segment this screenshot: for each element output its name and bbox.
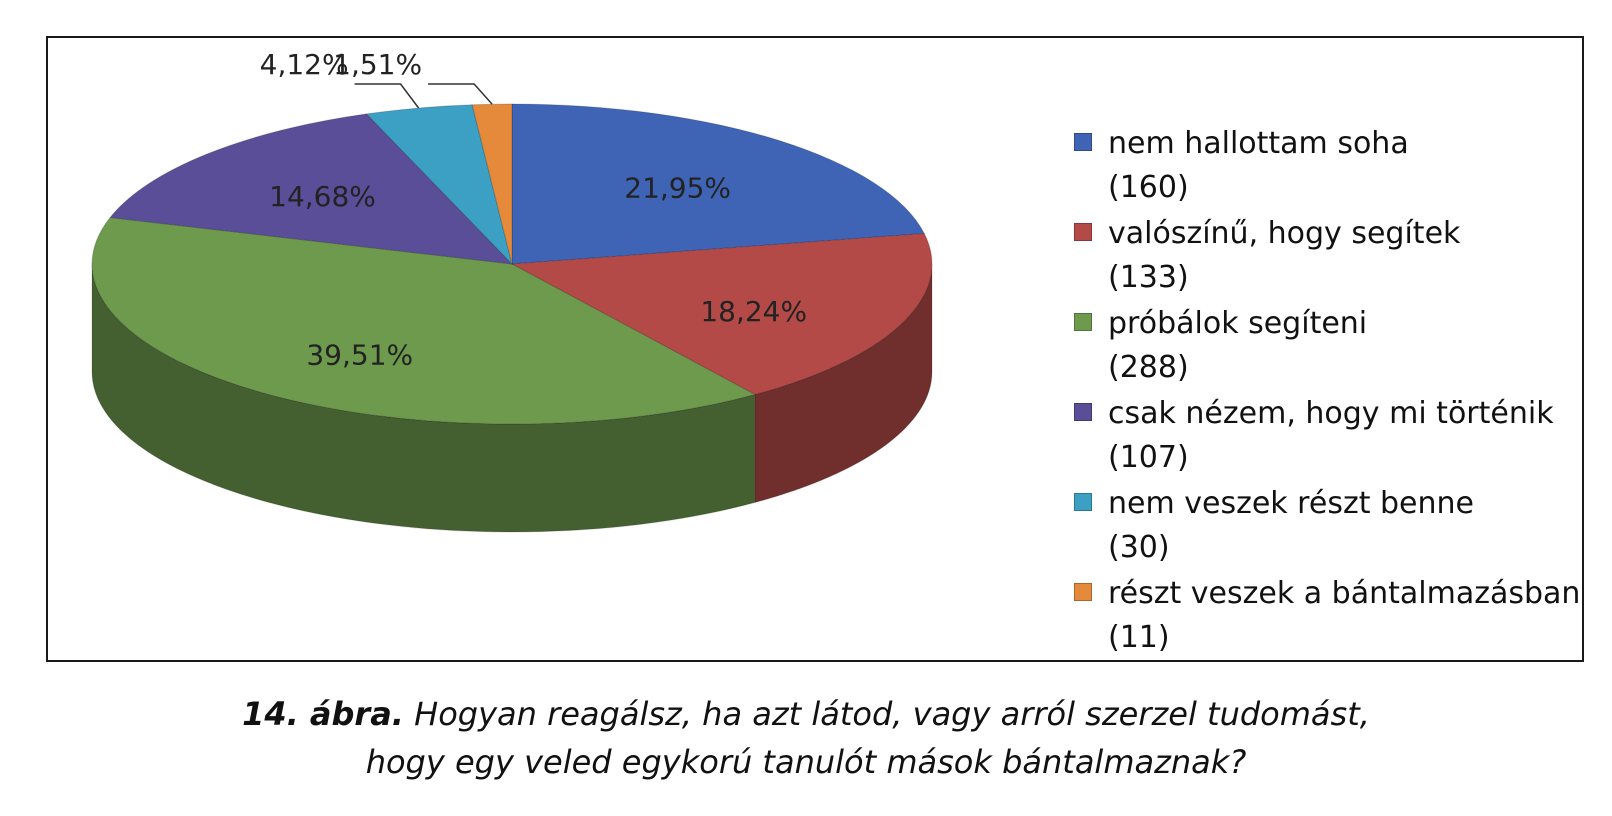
legend-label: nem veszek részt benne — [1108, 486, 1474, 521]
caption-line-2: hogy egy veled egykorú tanulót mások bán… — [365, 743, 1247, 781]
legend-item: nem veszek részt benne (30) — [1074, 482, 1612, 570]
legend-item: nem hallottam soha (160) — [1074, 122, 1612, 210]
legend-swatch — [1074, 493, 1092, 511]
leader-line — [354, 83, 420, 109]
legend-count: (30) — [1108, 530, 1170, 565]
legend-item: részt veszek a bántalmazásban (11) — [1074, 572, 1612, 660]
legend-item: csak nézem, hogy mi történik (107) — [1074, 392, 1612, 480]
figure-caption: 14. ábra. Hogyan reagálsz, ha azt látod,… — [0, 690, 1612, 786]
leader-line — [428, 83, 493, 105]
legend-count: (288) — [1108, 350, 1189, 385]
pie-slice — [91, 216, 757, 425]
legend: nem hallottam soha (160) valószínű, hogy… — [1074, 122, 1612, 662]
pie-slice-label: 4,12% — [260, 48, 349, 81]
legend-label: valószínű, hogy segítek — [1108, 216, 1461, 251]
legend-label: próbálok segíteni — [1108, 306, 1368, 341]
legend-swatch — [1074, 583, 1092, 601]
legend-count: (11) — [1108, 620, 1170, 655]
pie-slice — [510, 232, 933, 396]
legend-item: valószínű, hogy segítek (133) — [1074, 212, 1612, 300]
caption-line-1: 14. ábra. Hogyan reagálsz, ha azt látod,… — [0, 690, 1612, 738]
chart-frame: 21,95% 18,24% 39,51% 14,68% 4,12% 1,51% nem h… — [46, 36, 1584, 662]
pie-slice-label: 21,95% — [624, 171, 731, 204]
caption-text-1: Hogyan reagálsz, ha azt látod, vagy arró… — [414, 695, 1370, 733]
legend-swatch — [1074, 223, 1092, 241]
legend-label: nem hallottam soha — [1108, 126, 1409, 161]
pie-slice — [109, 113, 514, 265]
pie-slice — [365, 104, 513, 266]
legend-item: próbálok segíteni (288) — [1074, 302, 1612, 390]
legend-label: részt veszek a bántalmazásban — [1108, 576, 1581, 611]
pie-slice — [511, 103, 926, 265]
pie-slice-label: 1,51% — [333, 48, 422, 81]
legend-label: csak nézem, hogy mi történik — [1108, 396, 1554, 431]
legend-count: (133) — [1108, 260, 1189, 295]
legend-swatch — [1074, 403, 1092, 421]
legend-count: (160) — [1108, 170, 1189, 205]
pie-slice-label: 14,68% — [269, 180, 376, 213]
legend-swatch — [1074, 313, 1092, 331]
legend-swatch — [1074, 133, 1092, 151]
pie-slice — [471, 103, 513, 265]
pie-slice-label: 18,24% — [700, 295, 807, 328]
legend-count: (107) — [1108, 440, 1189, 475]
pie-slice-label: 39,51% — [306, 338, 413, 371]
pie-chart: 21,95% 18,24% 39,51% 14,68% 4,12%1,51% — [91, 48, 933, 533]
caption-number: 14. ábra. — [242, 695, 404, 733]
